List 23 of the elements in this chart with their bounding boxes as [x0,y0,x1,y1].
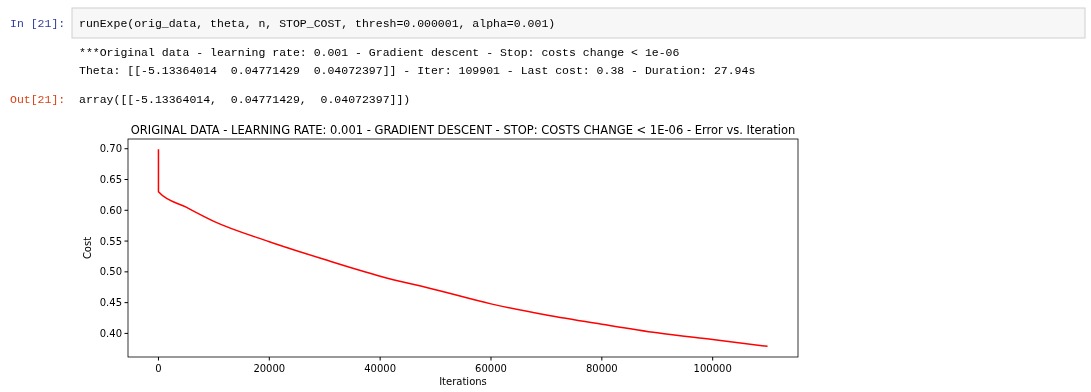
y-tick-label: 0.45 [99,297,122,309]
chart-title: ORIGINAL DATA - LEARNING RATE: 0.001 - GRADIENT DESCENT - STOP: COSTS CHANGE < 1E-06 - Error vs. Iteration [130,123,796,137]
text: array([[-5.13364014, 0.04771429, 0.04072397]]) [79,93,411,106]
text: ***Original data - learning rate: 0.001 - Gradient descent - Stop: costs change < 1e-06 [79,46,680,59]
y-tick-label: 0.60 [99,204,122,216]
x-tick-label: 40000 [364,363,397,374]
x-tick-label: 0 [155,363,162,374]
text: Theta: [[-5.13364014 0.04771429 0.04072397]] - Iter: 109901 - Last cost: 0.38 - Duration: 27.94s [79,64,756,77]
text: runExpe(orig_data, theta, n, STOP_COST, thresh=0.000001, alpha=0.001) [79,17,556,30]
x-axis-title: Iterations [439,376,487,387]
x-tick-label: 80000 [585,363,618,374]
text: In [21]: [10,17,66,30]
y-tick-label: 0.55 [99,235,122,247]
x-tick-label: 60000 [475,363,507,374]
text: Out[21]: [10,93,66,106]
y-tick-label: 0.40 [99,327,122,339]
x-tick-label: 20000 [253,363,286,374]
line-series [157,148,769,348]
y-tick-label: 0.50 [99,266,122,278]
y-tick-label: 0.65 [99,174,122,186]
x-tick-label: 100000 [693,363,732,374]
y-tick-label: 0.70 [99,143,122,155]
y-axis-title: Cost [82,236,93,260]
